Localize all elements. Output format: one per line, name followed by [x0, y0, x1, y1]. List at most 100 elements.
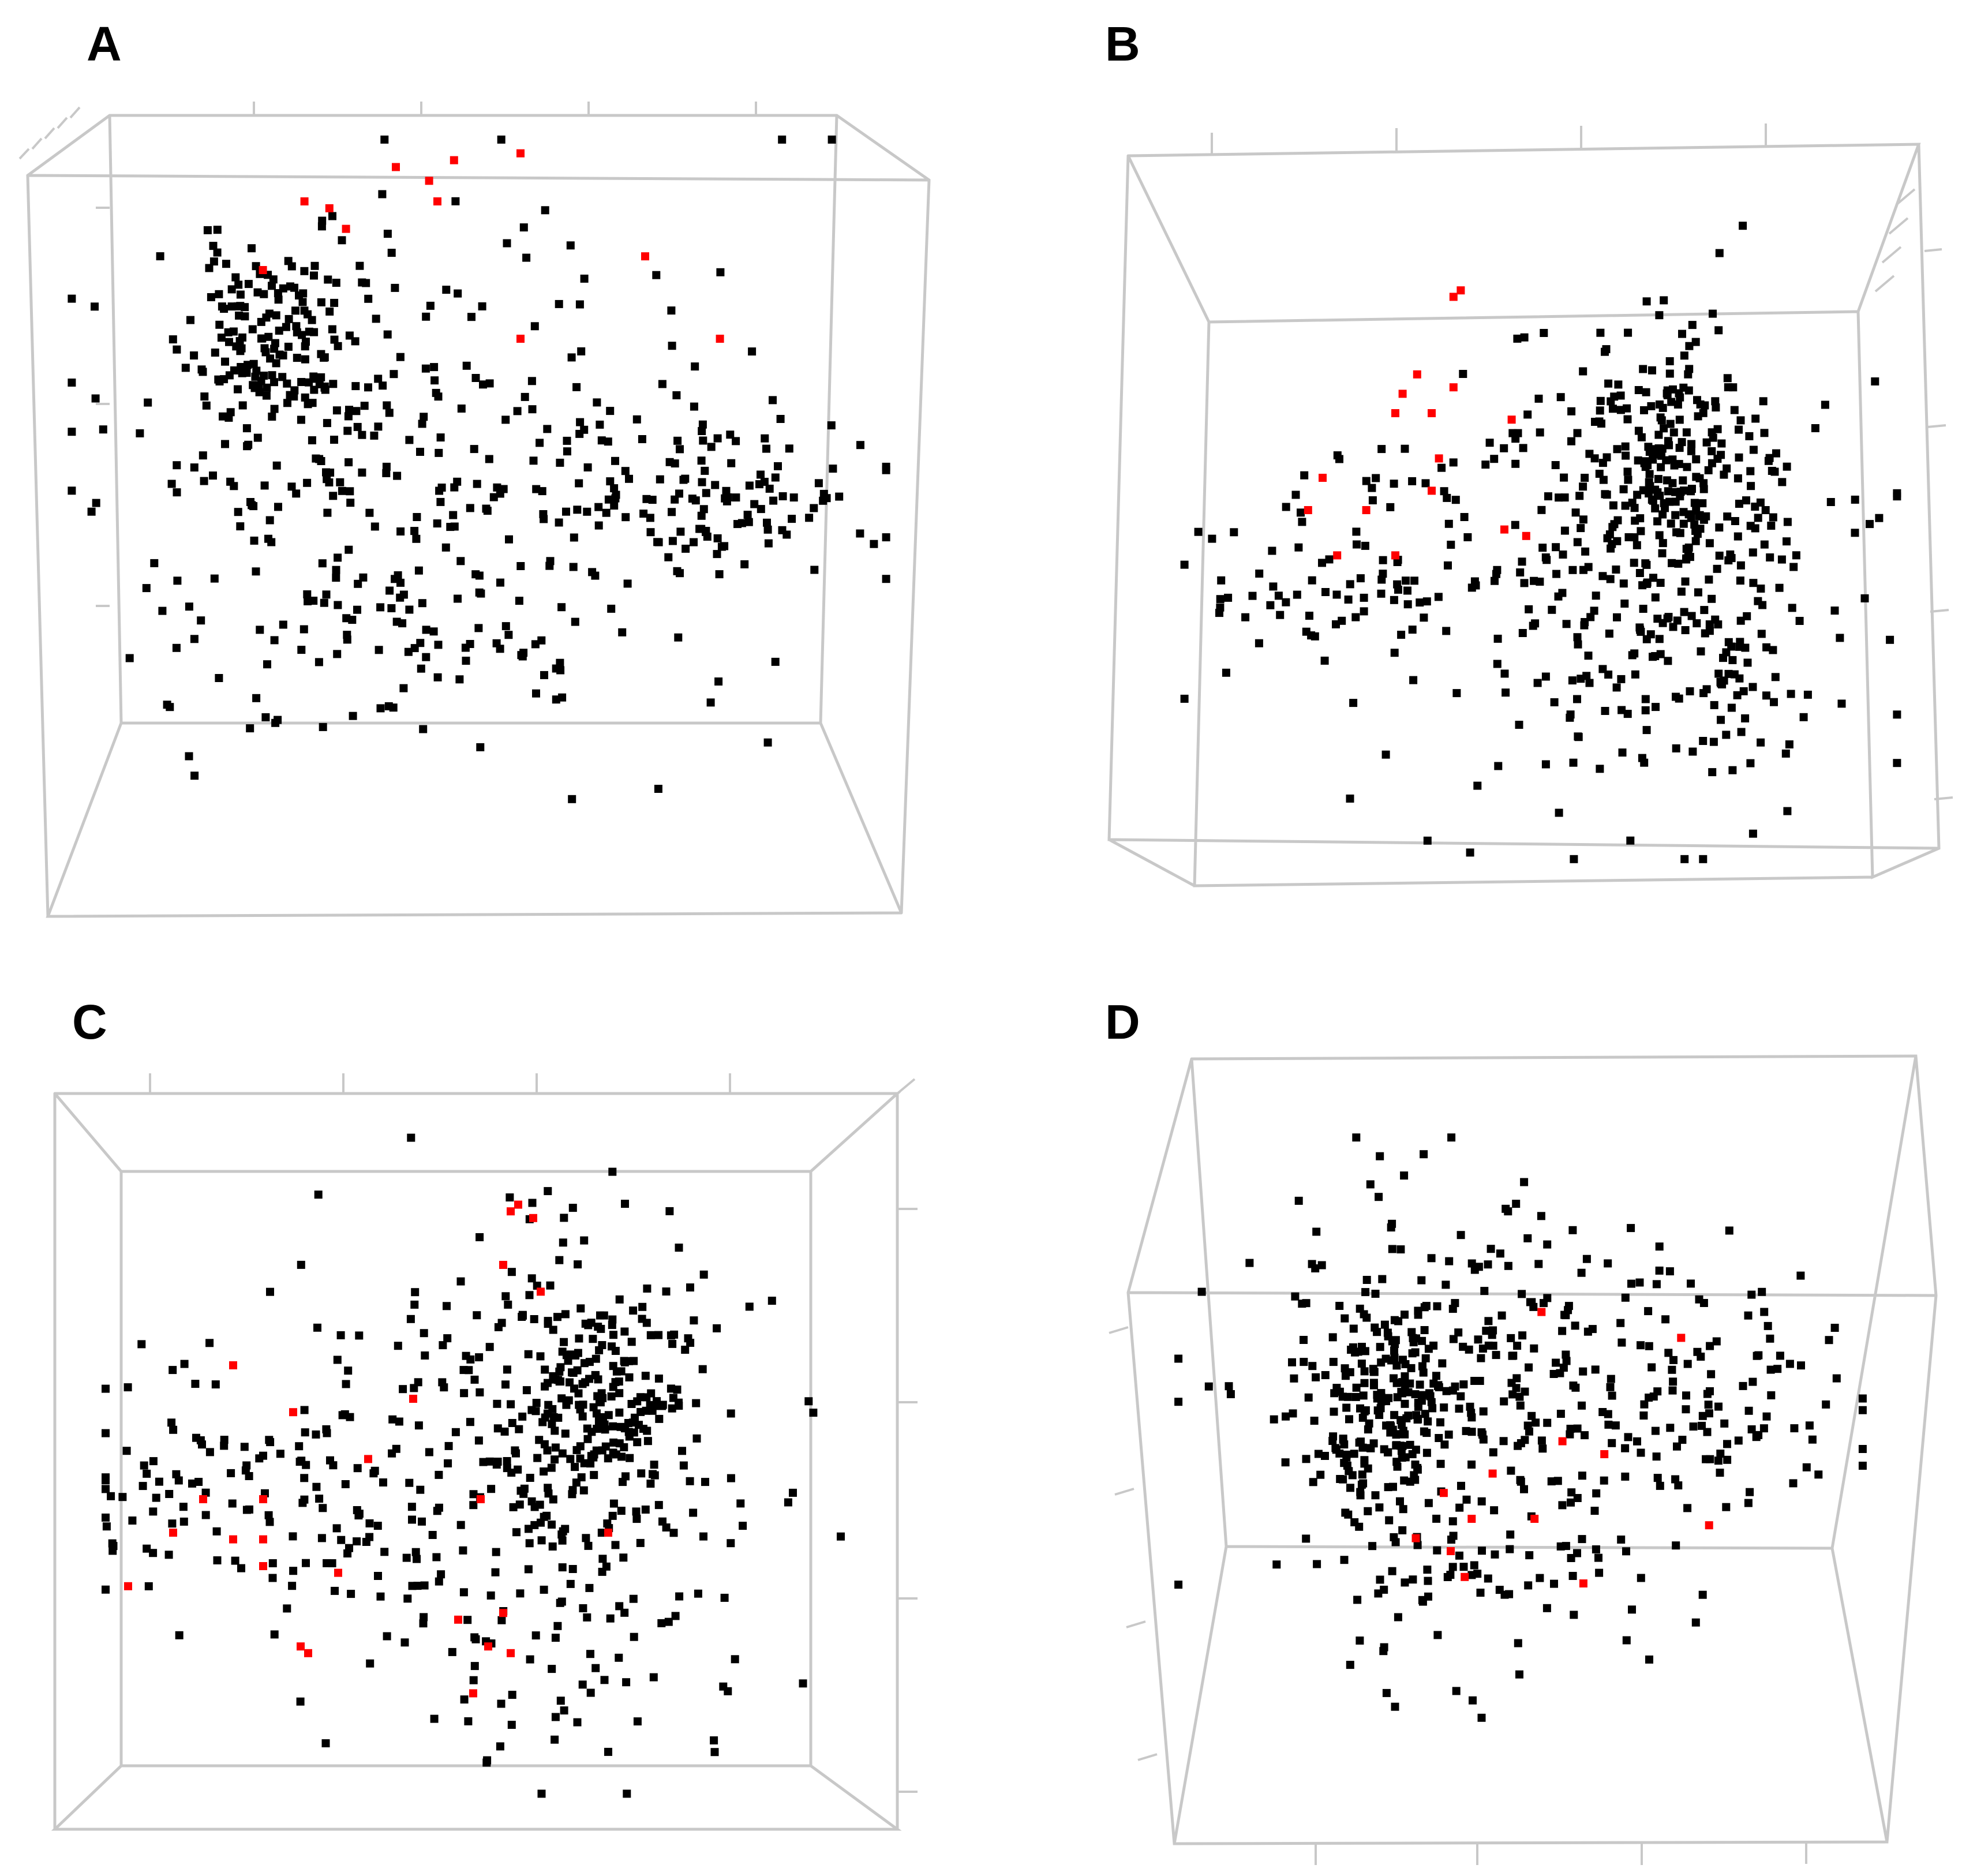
panel-c-point: [608, 1342, 616, 1351]
panel-b-point: [1420, 613, 1428, 622]
panel-a-point: [293, 328, 301, 336]
panel-c-point: [568, 1204, 577, 1212]
panel-a-point: [262, 391, 271, 400]
panel-d-point: [1723, 1440, 1731, 1448]
panel-c-point: [630, 1632, 638, 1641]
panel-d-point: [1388, 1219, 1396, 1228]
panel-a-point: [334, 553, 342, 562]
panel-b-point: [1452, 689, 1461, 698]
panel-d-point: [1361, 1288, 1370, 1297]
panel-a-point: [750, 500, 759, 508]
panel-d-point: [1420, 1303, 1429, 1312]
panel-b-point: [1368, 496, 1377, 504]
panel-a-point: [556, 458, 564, 467]
panel-c-point: [537, 1518, 545, 1527]
panel-b-point: [1679, 508, 1688, 516]
panel-c-point: [416, 1485, 425, 1494]
panel-d-point: [1310, 1417, 1319, 1425]
panel-c-point: [512, 1528, 521, 1537]
panel-c-point: [470, 1375, 479, 1384]
panel-c-point: [459, 1366, 468, 1375]
panel-a-point: [354, 579, 362, 588]
panel-b-point: [1525, 605, 1533, 613]
panel-c-point: [620, 1608, 629, 1617]
panel-a-point: [757, 505, 765, 514]
panel-b-point: [1688, 321, 1697, 329]
panel-d-point: [1420, 1150, 1428, 1159]
panel-b-point: [1702, 685, 1711, 694]
panel-d-point: [1360, 1456, 1369, 1465]
panel-a-point: [205, 264, 214, 272]
panel-c-point: [671, 1612, 680, 1620]
panel-c-point: [576, 1454, 585, 1463]
panel-c-point: [102, 1522, 111, 1531]
panel-a-point: [234, 385, 242, 394]
panel-c-point: [107, 1492, 115, 1500]
panel-a-point: [580, 425, 589, 434]
panel-a-point: [200, 477, 208, 485]
panel-a-point: [355, 261, 364, 270]
panel-d-point: [1378, 1275, 1387, 1283]
panel-a-point: [420, 413, 428, 421]
panel-d-point: [1401, 1372, 1409, 1381]
panel-a-point: [471, 374, 480, 382]
panel-b-point: [1687, 514, 1695, 522]
panel-a-point: [732, 493, 740, 502]
panel-d-point: [1467, 1461, 1476, 1469]
panel-b-point: [1778, 478, 1787, 486]
panel-a-point: [190, 772, 199, 780]
panel-a-point: [238, 401, 247, 410]
panel-a-point: [295, 291, 303, 299]
panel-c-point: [326, 1456, 334, 1465]
panel-d-point: [1789, 1479, 1798, 1488]
panel-c-point: [408, 1515, 416, 1524]
panel-c-point: [654, 1331, 663, 1339]
panel-c-point: [528, 1199, 537, 1207]
panel-a-point: [343, 631, 351, 639]
panel-b-point: [1664, 487, 1672, 496]
panel-d-point: [1404, 1411, 1413, 1420]
panel-b-point: [1700, 606, 1709, 615]
panel-d-point: [1409, 1575, 1417, 1584]
panel-d-point: [1360, 1367, 1369, 1376]
panel-b-point: [1705, 627, 1714, 635]
panel-a-point: [156, 252, 164, 261]
panel-a-point: [220, 305, 229, 313]
panel-b-highlight-point: [1456, 286, 1465, 295]
panel-a-point: [618, 628, 627, 636]
panel-d-point: [1566, 1425, 1575, 1433]
panel-a-point: [748, 347, 757, 356]
panel-b-point: [1552, 570, 1561, 578]
panel-b-point: [1530, 576, 1538, 585]
panel-c-point: [566, 1455, 575, 1463]
panel-b-point: [1556, 393, 1565, 402]
panel-d-point: [1858, 1445, 1867, 1453]
panel-b-highlight-point: [1304, 506, 1312, 514]
panel-c-point: [380, 1548, 389, 1556]
panel-b-point: [1613, 537, 1622, 545]
panel-d-point: [1682, 1391, 1690, 1400]
panel-d-point: [1436, 1459, 1445, 1468]
panel-a-point: [308, 436, 316, 444]
panel-c-point: [302, 1559, 310, 1567]
panel-d-point: [1339, 1435, 1347, 1444]
panel-d-point: [1611, 1421, 1620, 1430]
panel-d-point: [1858, 1406, 1867, 1414]
panel-a-point: [199, 451, 207, 460]
panel-c-point: [406, 1315, 415, 1323]
panel-a-point: [489, 493, 498, 501]
panel-c-point: [560, 1214, 568, 1222]
panel-b-point: [1723, 374, 1732, 383]
panel-a-point: [575, 479, 583, 488]
panel-a-point: [788, 515, 796, 523]
panel-a-highlight-point: [516, 335, 525, 343]
panel-b-point: [1293, 590, 1301, 599]
panel-c-point: [642, 1406, 650, 1415]
panel-d-point: [1467, 1428, 1476, 1436]
panel-d-point: [1369, 1379, 1378, 1387]
panel-c-point: [548, 1420, 556, 1428]
panel-c-point: [654, 1501, 663, 1510]
panel-b-points: [1180, 222, 1901, 863]
panel-c-point: [667, 1384, 675, 1393]
